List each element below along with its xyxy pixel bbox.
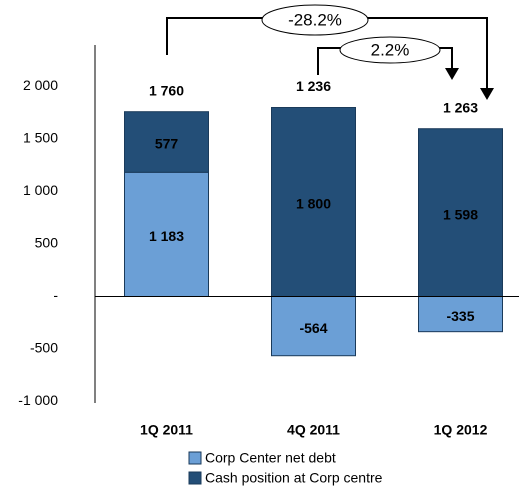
y-tick-label: 1 000 [23,182,58,198]
y-tick-label: -1 000 [18,392,58,408]
x-tick-label: 4Q 2011 [287,422,340,438]
value-label: 577 [155,136,179,152]
annotation-bubble [339,36,441,64]
bar [124,171,209,297]
legend-swatch [188,471,202,485]
bar [271,296,356,357]
y-tick-label: 500 [35,235,59,251]
total-label: 1 760 [149,82,184,98]
total-label: 1 236 [296,78,331,94]
annotation: 2.2% [371,40,410,59]
value-label: 1 800 [296,196,331,212]
annotation: -28.2% [288,10,342,29]
total-label: 1 263 [443,99,478,115]
y-tick-label: - [53,287,58,303]
bar [418,128,503,297]
legend-swatch [188,451,202,465]
bar [124,111,209,173]
value-label: -335 [446,308,474,324]
legend-label: Cash position at Corp centre [205,470,383,486]
value-label: 1 598 [443,206,478,222]
value-label: 1 183 [149,228,184,244]
x-tick-label: 1Q 2012 [434,422,488,438]
legend-label: Corp Center net debt [205,450,336,466]
annotation-bubble [261,4,369,36]
value-label: -564 [299,320,327,336]
x-tick-label: 1Q 2011 [140,422,193,438]
y-tick-label: 1 500 [23,130,58,146]
y-tick-label: 2 000 [23,77,58,93]
arrowhead [445,68,459,80]
y-tick-label: -500 [30,340,58,356]
arrowhead [480,88,494,100]
